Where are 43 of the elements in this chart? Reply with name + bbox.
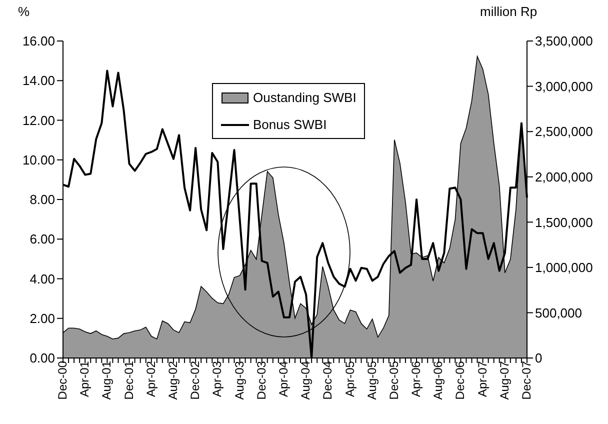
y-tick-label: 10.00 bbox=[22, 152, 55, 168]
x-tick-label: Dec-06 bbox=[453, 360, 468, 400]
x-tick-label: Aug-04 bbox=[298, 360, 313, 400]
x-tick-label: Apr-04 bbox=[276, 360, 290, 398]
y-tick-label: 4.00 bbox=[30, 271, 55, 286]
y-axis-title: % bbox=[18, 4, 30, 19]
x-tick-label: Apr-03 bbox=[210, 360, 224, 398]
y-tick-label: 6.00 bbox=[30, 232, 55, 247]
y2-tick-label: 2,000,000 bbox=[535, 169, 593, 184]
x-tick-label: Apr-01 bbox=[78, 360, 92, 398]
x-tick-label: Dec-05 bbox=[386, 360, 401, 400]
legend-label: Bonus SWBI bbox=[253, 117, 327, 132]
y-tick-label: 8.00 bbox=[30, 192, 55, 208]
x-tick-label: Dec-00 bbox=[56, 360, 70, 400]
x-tick-label: Dec-04 bbox=[320, 360, 335, 400]
x-tick-label: Aug-02 bbox=[166, 360, 180, 400]
y-tick-label: 12.00 bbox=[22, 112, 55, 128]
x-tick-label: Apr-06 bbox=[409, 360, 424, 398]
x-tick-label: Apr-02 bbox=[144, 360, 158, 398]
y-tick-label: 2.00 bbox=[30, 310, 55, 326]
y2-tick-label: 2,500,000 bbox=[535, 124, 593, 140]
x-tick-label: Apr-05 bbox=[342, 360, 357, 398]
x-tick-label: Dec-02 bbox=[188, 360, 202, 400]
y2-tick-label: 1,000,000 bbox=[535, 260, 593, 276]
y-tick-label: 0.00 bbox=[30, 350, 55, 366]
x-tick-label: Aug-07 bbox=[497, 360, 512, 400]
y-tick-label: 14.00 bbox=[22, 73, 55, 88]
y2-tick-label: 3,500,000 bbox=[535, 34, 593, 49]
x-tick-label: Dec-01 bbox=[122, 360, 136, 400]
y-tick-label: 16.00 bbox=[22, 34, 55, 49]
x-tick-label: Apr-07 bbox=[475, 360, 490, 398]
x-tick-label: Aug-01 bbox=[100, 360, 114, 400]
x-tick-label: Aug-05 bbox=[364, 360, 379, 400]
y2-axis-title: million Rp bbox=[480, 4, 538, 19]
y2-tick-label: 0 bbox=[535, 350, 542, 366]
y2-tick-label: 1,500,000 bbox=[535, 214, 593, 230]
legend-label: Oustanding SWBI bbox=[253, 90, 356, 105]
y2-tick-label: 500,000 bbox=[535, 305, 582, 320]
x-tick-label: Aug-03 bbox=[232, 360, 246, 400]
x-tick-label: Dec-07 bbox=[520, 360, 534, 400]
x-tick-label: Aug-06 bbox=[431, 360, 446, 400]
x-tick-label: Dec-03 bbox=[254, 360, 268, 400]
y2-tick-label: 3,000,000 bbox=[535, 78, 593, 94]
